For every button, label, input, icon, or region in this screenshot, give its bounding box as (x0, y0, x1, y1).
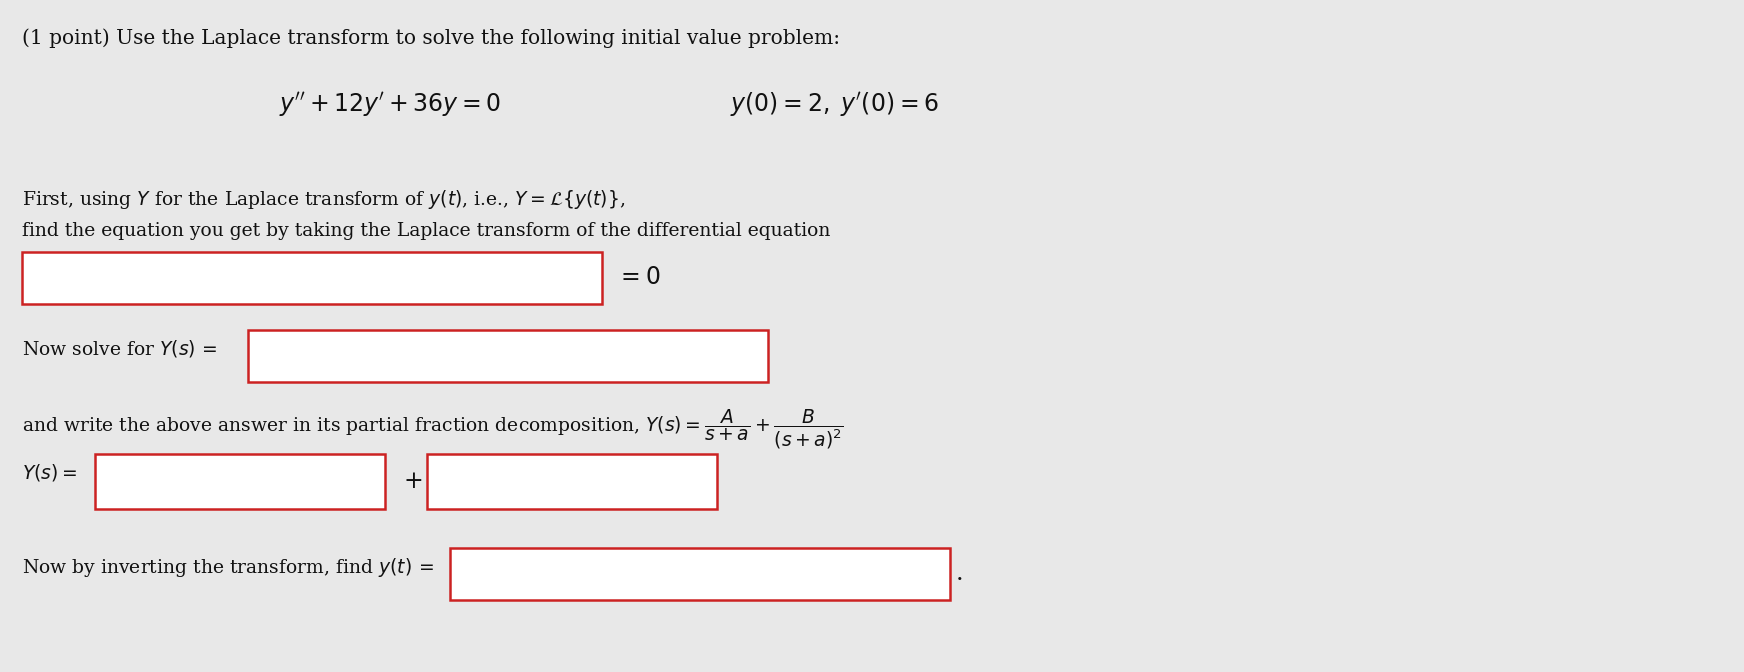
Text: +: + (403, 470, 422, 493)
Text: $y'' + 12y' + 36y = 0$: $y'' + 12y' + 36y = 0$ (279, 90, 501, 119)
FancyBboxPatch shape (427, 454, 717, 509)
Text: $= 0$: $= 0$ (616, 267, 661, 290)
Text: find the equation you get by taking the Laplace transform of the differential eq: find the equation you get by taking the … (23, 222, 830, 240)
Text: $y(0) = 2,\; y'(0) = 6$: $y(0) = 2,\; y'(0) = 6$ (731, 90, 938, 118)
FancyBboxPatch shape (23, 252, 602, 304)
FancyBboxPatch shape (94, 454, 385, 509)
FancyBboxPatch shape (248, 330, 767, 382)
Text: Now by inverting the transform, find $y(t)\, =$: Now by inverting the transform, find $y(… (23, 556, 434, 579)
FancyBboxPatch shape (450, 548, 950, 600)
Text: .: . (956, 562, 964, 585)
Text: (1 point) Use the Laplace transform to solve the following initial value problem: (1 point) Use the Laplace transform to s… (23, 28, 841, 48)
Text: and write the above answer in its partial fraction decomposition, $Y(s) = \dfrac: and write the above answer in its partia… (23, 408, 844, 452)
Text: $Y(s) = $: $Y(s) = $ (23, 462, 77, 483)
Text: First, using $Y$ for the Laplace transform of $y(t)$, i.e., $Y = \mathcal{L}\{y(: First, using $Y$ for the Laplace transfo… (23, 188, 626, 211)
Text: Now solve for $Y(s)\, =$: Now solve for $Y(s)\, =$ (23, 338, 218, 359)
